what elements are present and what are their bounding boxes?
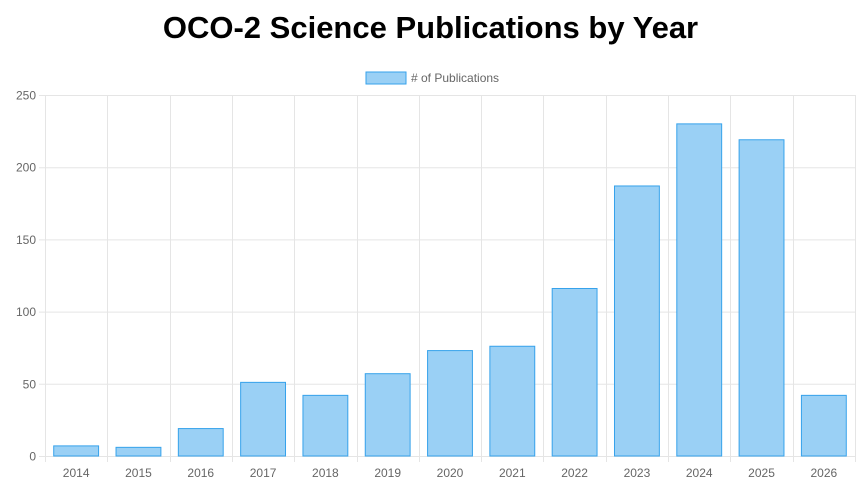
- bar-2026[interactable]: [800, 394, 847, 457]
- grid-lines: [39, 95, 856, 462]
- y-tick-label: 0: [29, 450, 36, 464]
- chart-title: OCO-2 Science Publications by Year: [162, 10, 699, 45]
- y-tick-label: 250: [16, 89, 36, 103]
- bar-2016[interactable]: [177, 428, 224, 457]
- x-tick-label: 2020: [437, 466, 464, 480]
- y-tick-label: 150: [16, 233, 36, 247]
- x-tick-label: 2023: [624, 466, 651, 480]
- x-tick-label: 2014: [63, 466, 90, 480]
- x-tick-label: 2017: [250, 466, 277, 480]
- y-tick-label: 100: [16, 305, 36, 319]
- bar-2017[interactable]: [240, 381, 287, 457]
- bar-2015[interactable]: [115, 446, 162, 457]
- legend-label[interactable]: # of Publications: [411, 71, 499, 85]
- x-tick-label: 2015: [125, 466, 152, 480]
- bar-2022[interactable]: [551, 287, 598, 457]
- legend[interactable]: # of Publications: [365, 71, 499, 85]
- bar-2014[interactable]: [53, 445, 100, 457]
- bar-2021[interactable]: [489, 345, 536, 457]
- bar-2023[interactable]: [613, 185, 660, 457]
- y-tick-label: 200: [16, 161, 36, 175]
- x-tick-label: 2019: [374, 466, 401, 480]
- x-tick-label: 2016: [187, 466, 214, 480]
- y-tick-label: 50: [23, 377, 37, 391]
- y-axis-ticks: 0 50 100 150 200 250: [16, 89, 36, 464]
- bar-2018[interactable]: [302, 394, 349, 457]
- bar-2020[interactable]: [427, 350, 473, 457]
- x-tick-label: 2018: [312, 466, 339, 480]
- bar-2025[interactable]: [738, 139, 785, 457]
- bar-2024[interactable]: [676, 123, 723, 457]
- x-tick-label: 2025: [748, 466, 775, 480]
- x-tick-label: 2026: [810, 466, 837, 480]
- legend-swatch[interactable]: [365, 71, 407, 85]
- x-tick-label: 2021: [499, 466, 526, 480]
- x-axis-ticks: 2014 2015 2016 2017 2018 2019 2020 2021 2022 2023…: [63, 466, 838, 480]
- x-tick-label: 2022: [561, 466, 588, 480]
- x-tick-label: 2024: [686, 466, 713, 480]
- bars: [53, 123, 847, 457]
- bar-2019[interactable]: [364, 373, 411, 457]
